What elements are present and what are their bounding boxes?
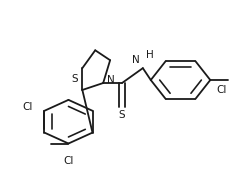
Text: N: N	[132, 55, 140, 65]
Text: Cl: Cl	[216, 85, 227, 95]
Text: S: S	[119, 110, 125, 120]
Text: N: N	[107, 75, 115, 85]
Text: Cl: Cl	[22, 102, 33, 112]
Text: S: S	[72, 74, 78, 84]
Text: Cl: Cl	[63, 156, 74, 166]
Text: H: H	[146, 50, 154, 60]
